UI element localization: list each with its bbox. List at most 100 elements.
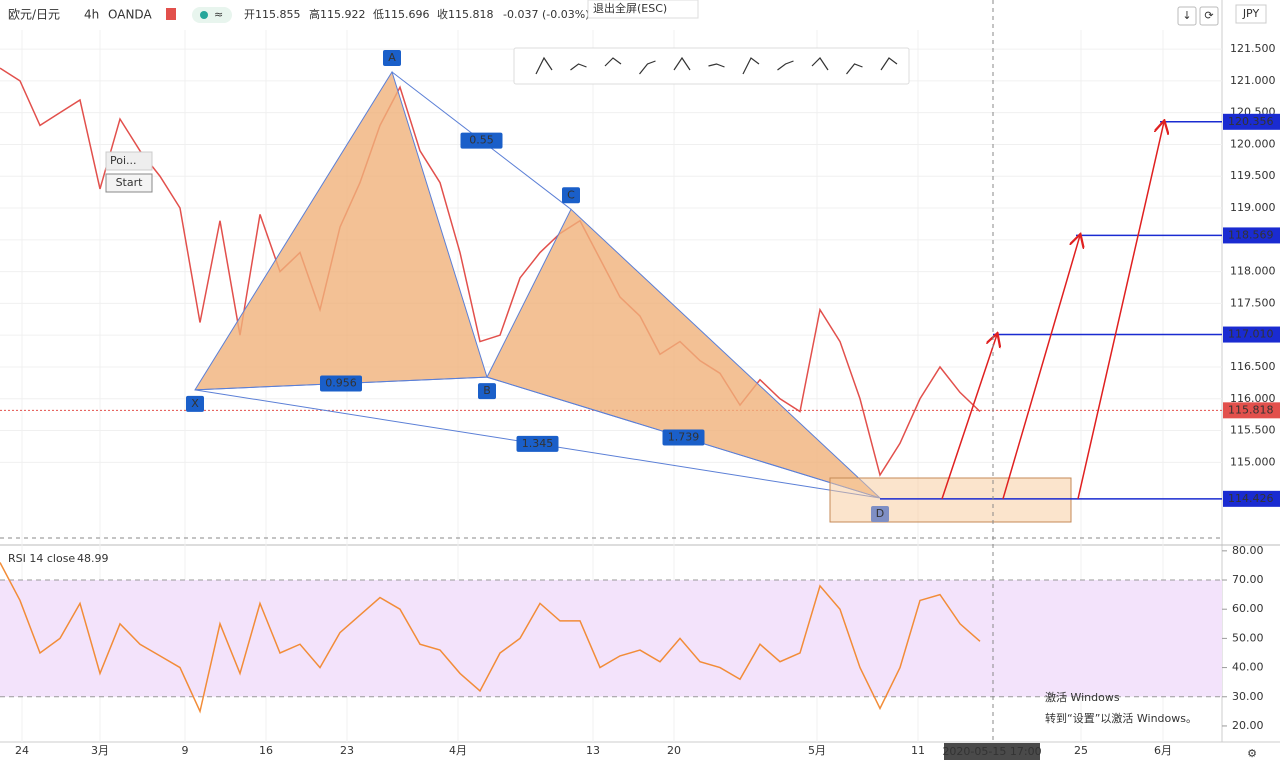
tool-button[interactable] bbox=[599, 52, 627, 80]
rsi-line bbox=[0, 562, 981, 714]
price-tick-label: 117.500 bbox=[1230, 296, 1276, 309]
tool-button[interactable] bbox=[530, 52, 558, 80]
target-arrow bbox=[1002, 235, 1080, 500]
tool-button[interactable] bbox=[737, 52, 765, 80]
point-label: X bbox=[191, 397, 199, 410]
level-box bbox=[1223, 113, 1280, 130]
point-box bbox=[383, 49, 401, 66]
ratio-label: 0.55 bbox=[469, 134, 494, 147]
rsi-current: 48.99 bbox=[77, 552, 109, 565]
open: 开115.855 bbox=[244, 8, 301, 21]
tool-button[interactable] bbox=[806, 52, 834, 80]
level-label: 120.356 bbox=[1228, 115, 1274, 128]
price-tick-label: 121.500 bbox=[1230, 42, 1276, 55]
change: -0.037 (-0.03%) bbox=[503, 8, 589, 21]
tool-button[interactable] bbox=[771, 52, 800, 80]
time-label: 16 bbox=[259, 744, 273, 757]
tool-button[interactable] bbox=[633, 52, 662, 80]
watermark-text: 转到“设置”以激活 Windows。 bbox=[1045, 711, 1197, 725]
level-box bbox=[1223, 490, 1280, 507]
rsi-tick-label: 50.00 bbox=[1232, 631, 1264, 644]
price-tick-label: 119.500 bbox=[1230, 169, 1276, 182]
ratio-label: 0.956 bbox=[325, 377, 357, 390]
cursor-time: 2020-05-15 17:00 bbox=[942, 745, 1041, 758]
point-box bbox=[871, 505, 889, 522]
download-button[interactable] bbox=[1177, 6, 1197, 26]
price-tick-label: 116.500 bbox=[1230, 360, 1276, 373]
time-label: 4月 bbox=[449, 744, 467, 757]
entry-zone bbox=[829, 477, 1072, 523]
time-label: 20 bbox=[667, 744, 681, 757]
last-price-label: 115.818 bbox=[1228, 403, 1274, 416]
refresh-button[interactable] bbox=[1199, 6, 1219, 26]
low: 低115.696 bbox=[373, 8, 430, 21]
tool-button[interactable] bbox=[875, 52, 903, 80]
widget-input[interactable] bbox=[105, 151, 153, 171]
rsi-band bbox=[0, 580, 1222, 697]
status-pill bbox=[192, 7, 232, 23]
status-dot bbox=[200, 11, 208, 19]
ratio-label: 1.739 bbox=[668, 431, 700, 444]
point-box bbox=[562, 187, 580, 204]
tool-button[interactable] bbox=[564, 52, 593, 80]
level-box bbox=[1223, 326, 1280, 343]
currency-box[interactable] bbox=[1235, 4, 1267, 24]
price-tick-label: 119.000 bbox=[1230, 201, 1276, 214]
rsi-title: RSI 14 close bbox=[8, 552, 75, 565]
tool-icon bbox=[880, 57, 898, 71]
point-label: D bbox=[876, 507, 884, 520]
price-tick-label: 115.000 bbox=[1230, 455, 1276, 468]
rsi-tick-label: 70.00 bbox=[1232, 573, 1264, 586]
point-label: B bbox=[483, 384, 491, 397]
time-label: 3月 bbox=[91, 744, 109, 757]
point-box bbox=[186, 395, 204, 412]
settings-icon[interactable]: ⚙ bbox=[1247, 747, 1257, 760]
price-line bbox=[0, 67, 981, 477]
time-label: 6月 bbox=[1154, 744, 1172, 757]
drawing-toolbar bbox=[513, 47, 910, 85]
price-tick-label: 116.000 bbox=[1230, 392, 1276, 405]
symbol[interactable]: 欧元/日元 bbox=[8, 8, 60, 22]
tool-icon bbox=[604, 57, 622, 67]
price-tick-label: 118.000 bbox=[1230, 265, 1276, 278]
exit-fullscreen[interactable] bbox=[587, 0, 699, 19]
price-tick-label: 120.000 bbox=[1230, 137, 1276, 150]
price-tick-label: 121.000 bbox=[1230, 74, 1276, 87]
cursor-time-box bbox=[944, 743, 1040, 760]
time-label: 5月 bbox=[808, 744, 826, 757]
rsi-tick-label: 60.00 bbox=[1232, 602, 1264, 615]
last-price-box bbox=[1223, 402, 1280, 419]
level-box bbox=[1223, 227, 1280, 244]
rsi-tick-label: 80.00 bbox=[1232, 544, 1264, 557]
tool-icon bbox=[570, 63, 587, 71]
ratio-box bbox=[320, 375, 362, 392]
source: OANDA bbox=[108, 8, 152, 22]
ratio-box bbox=[460, 132, 503, 149]
status-icon: ≈ bbox=[214, 8, 223, 21]
currency: JPY bbox=[1242, 7, 1260, 20]
level-label: 114.426 bbox=[1228, 492, 1274, 505]
flag-icon[interactable] bbox=[166, 8, 176, 20]
level-label: 117.010 bbox=[1228, 328, 1274, 341]
time-label: 23 bbox=[340, 744, 354, 757]
tool-icon bbox=[535, 56, 553, 75]
rsi-tick-label: 30.00 bbox=[1232, 690, 1264, 703]
target-arrow bbox=[1077, 122, 1164, 500]
tool-button[interactable] bbox=[668, 52, 696, 80]
high: 高115.922 bbox=[309, 7, 366, 21]
tool-icon bbox=[846, 63, 863, 75]
ratio-box bbox=[662, 429, 705, 446]
tool-button[interactable] bbox=[702, 52, 731, 80]
point-label: A bbox=[388, 51, 396, 64]
tool-button[interactable] bbox=[840, 52, 869, 80]
tool-icon bbox=[639, 60, 656, 75]
ratio-label: 1.345 bbox=[522, 437, 554, 450]
price-tick-label: 115.500 bbox=[1230, 424, 1276, 437]
close: 收115.818 bbox=[437, 7, 494, 21]
start-button[interactable] bbox=[105, 173, 153, 193]
interval[interactable]: 4h bbox=[84, 8, 99, 22]
point-box bbox=[478, 383, 496, 400]
widget-input-text: Poi... bbox=[110, 154, 137, 167]
